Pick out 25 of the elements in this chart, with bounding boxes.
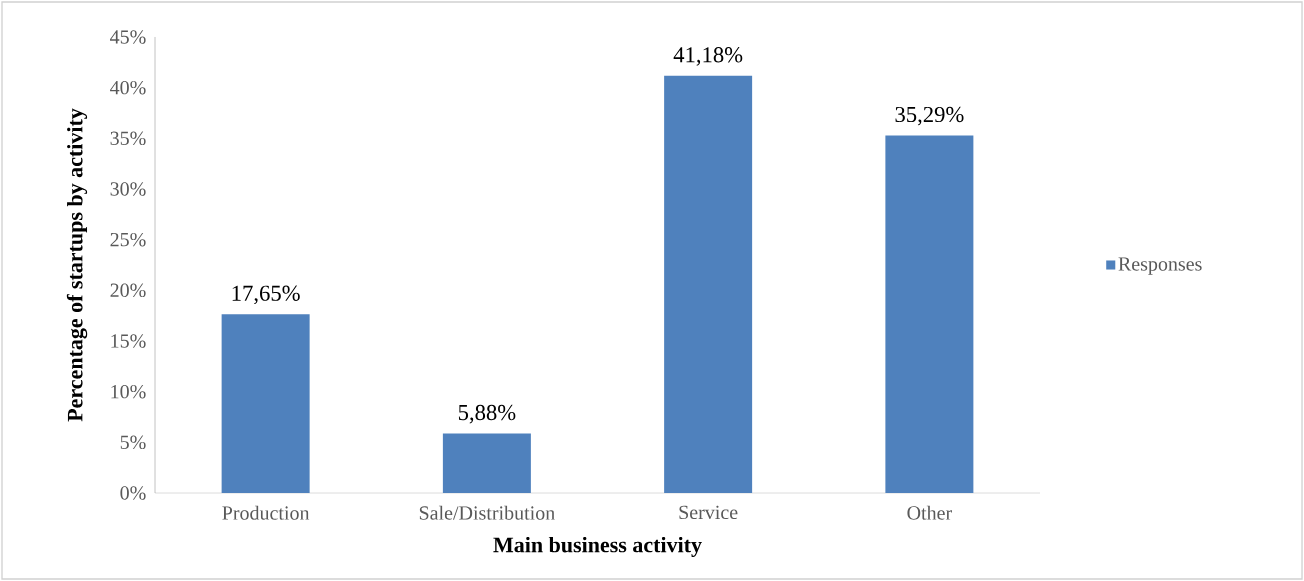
y-tick-label: 0%	[120, 486, 146, 500]
data-label: 41,18%	[673, 47, 743, 66]
bar	[442, 433, 531, 493]
x-tick-label: Sale/Distribution	[419, 505, 555, 520]
y-tick-label: 45%	[110, 30, 146, 44]
y-tick-label: 20%	[110, 283, 146, 298]
y-tick-label: 25%	[110, 232, 146, 247]
y-tick-label: 15%	[111, 334, 146, 348]
x-tick-label: Production	[222, 505, 310, 520]
y-tick-label: 30%	[110, 182, 146, 196]
x-tick-label: Service	[679, 505, 738, 520]
bar	[885, 135, 974, 493]
legend-label: Responses	[1118, 257, 1202, 275]
data-label: 35,29%	[895, 106, 964, 126]
x-tick-label: Other	[907, 505, 952, 520]
y-axis-title: Percentage of startups by activity	[66, 108, 88, 422]
y-tick-label: 35%	[110, 131, 146, 146]
data-label: 5,88%	[458, 404, 516, 424]
bar	[664, 75, 753, 493]
x-axis-title: Main business activity	[493, 536, 702, 557]
y-tick-label: 10%	[111, 384, 146, 399]
y-tick-label: 40%	[110, 80, 146, 95]
data-label: 17,65%	[232, 285, 300, 305]
y-tick-label: 5%	[120, 435, 146, 450]
bar	[221, 314, 310, 493]
